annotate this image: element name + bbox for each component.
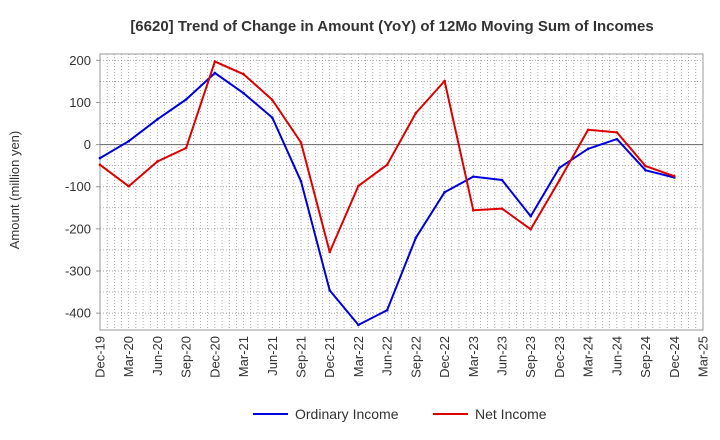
data-point: [644, 164, 647, 168]
x-tick-label: Mar-24: [581, 336, 596, 377]
x-tick-label: Sep-21: [294, 336, 309, 378]
x-tick-label: Dec-21: [322, 336, 337, 378]
data-point: [443, 190, 446, 194]
data-point: [242, 72, 245, 76]
data-point: [558, 166, 561, 170]
data-point: [471, 209, 475, 212]
data-point: [242, 91, 245, 95]
x-tick-label: Jun-21: [265, 336, 280, 376]
x-tick-label: Dec-19: [93, 336, 108, 378]
y-tick-label: 100: [69, 95, 91, 110]
data-point: [184, 146, 188, 150]
data-point: [357, 184, 360, 188]
data-point: [443, 79, 446, 83]
data-point: [586, 128, 590, 132]
y-tick-label: -100: [65, 179, 91, 194]
data-point: [357, 323, 360, 327]
data-point: [529, 227, 533, 231]
data-point: [414, 236, 418, 240]
series-lines: [98, 60, 676, 327]
x-tick-label: Mar-21: [236, 336, 251, 377]
y-tick-label: -200: [65, 221, 91, 236]
data-point: [270, 116, 274, 119]
x-tick-label: Jun-22: [380, 336, 395, 376]
data-point: [644, 168, 647, 172]
data-point: [213, 60, 217, 63]
legend: Ordinary Income Net Income: [253, 406, 547, 422]
data-point: [328, 289, 332, 292]
data-point: [615, 131, 619, 134]
data-point: [672, 174, 676, 178]
y-tick-label: 0: [84, 137, 91, 152]
data-point: [98, 163, 102, 167]
x-tick-label: Jun-23: [495, 336, 510, 376]
y-tick-label: -400: [65, 306, 91, 321]
y-tick-label: 200: [69, 53, 91, 68]
x-tick-label: Mar-23: [466, 336, 481, 377]
legend-label: Net Income: [475, 406, 547, 422]
data-point: [299, 141, 303, 144]
data-point: [299, 179, 303, 183]
chart-title: [6620] Trend of Change in Amount (YoY) o…: [130, 18, 653, 35]
legend-label: Ordinary Income: [295, 406, 399, 422]
x-tick-label: Dec-24: [667, 336, 682, 378]
data-point: [184, 98, 188, 101]
x-tick-label: Mar-25: [696, 336, 711, 377]
data-point: [385, 163, 389, 167]
x-tick-label: Dec-20: [207, 336, 222, 378]
data-point: [500, 178, 504, 182]
data-point: [615, 137, 619, 141]
data-point: [213, 71, 217, 75]
y-tick-label: -300: [65, 264, 91, 279]
data-point: [127, 185, 131, 188]
data-point: [471, 175, 475, 178]
data-point: [156, 118, 159, 121]
data-point: [98, 156, 102, 160]
data-point: [270, 98, 274, 102]
data-point: [385, 308, 389, 312]
data-point: [529, 214, 533, 218]
x-tick-label: Dec-22: [437, 336, 452, 378]
data-point: [156, 160, 159, 163]
x-tick-label: Mar-22: [351, 336, 366, 377]
data-point: [558, 179, 561, 182]
grid: [99, 53, 704, 331]
data-point: [127, 139, 131, 143]
x-tick-label: Jun-20: [150, 336, 165, 376]
data-point: [586, 147, 590, 151]
x-tick-label: Sep-22: [408, 336, 423, 378]
x-tick-label: Sep-24: [638, 336, 653, 378]
data-point: [414, 111, 418, 115]
data-point: [500, 207, 504, 210]
x-tick-label: Sep-20: [179, 336, 194, 378]
x-tick-label: Dec-23: [552, 336, 567, 378]
x-tick-label: Mar-20: [121, 336, 136, 377]
x-tick-label: Jun-24: [609, 336, 624, 376]
data-point: [328, 250, 332, 254]
x-tick-label: Sep-23: [523, 336, 538, 378]
y-axis-label: Amount (million yen): [7, 131, 22, 250]
